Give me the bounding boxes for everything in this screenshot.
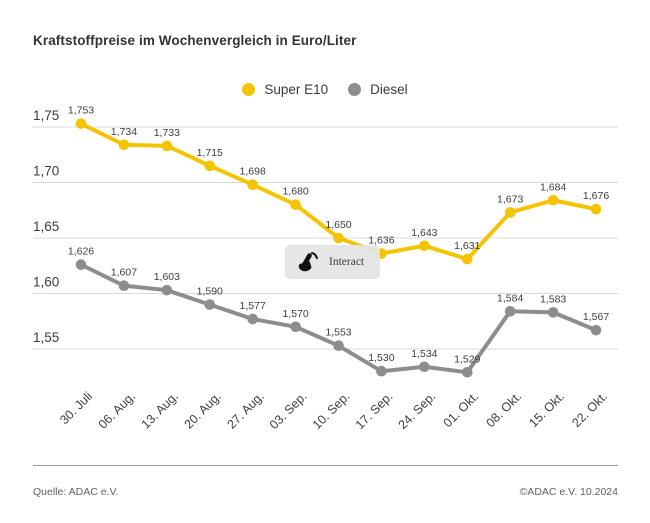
data-point-label: 1,607 bbox=[111, 267, 137, 279]
legend-item-diesel: Diesel bbox=[348, 82, 408, 97]
data-point[interactable] bbox=[504, 305, 516, 317]
data-point-label: 1,583 bbox=[540, 293, 566, 305]
copyright-note: ©ADAC e.V. 10.2024 bbox=[519, 486, 618, 498]
data-point[interactable] bbox=[118, 280, 130, 292]
data-point[interactable] bbox=[590, 324, 602, 336]
data-point[interactable] bbox=[290, 321, 301, 333]
data-point[interactable] bbox=[247, 179, 258, 191]
data-point-label: 1,631 bbox=[454, 240, 480, 252]
data-point-label: 1,577 bbox=[240, 300, 266, 312]
data-point-label: 1,603 bbox=[154, 271, 180, 283]
data-point-label: 1,676 bbox=[583, 190, 609, 202]
diesel-dot-icon bbox=[348, 83, 362, 96]
x-axis-tick-label: 15. Okt. bbox=[526, 389, 567, 430]
data-point-label: 1,673 bbox=[497, 193, 523, 205]
data-point-label: 1,650 bbox=[325, 219, 351, 231]
data-point[interactable] bbox=[290, 199, 301, 210]
data-point-label: 1,534 bbox=[411, 348, 437, 360]
data-point[interactable] bbox=[547, 194, 559, 206]
footer-divider bbox=[33, 465, 618, 466]
source-note: Quelle: ADAC e.V. bbox=[33, 486, 119, 498]
data-point[interactable] bbox=[590, 203, 602, 215]
data-point[interactable] bbox=[461, 367, 473, 378]
x-axis-tick-label: 10. Sep. bbox=[310, 389, 353, 432]
data-point[interactable] bbox=[161, 140, 173, 152]
data-point-label: 1,567 bbox=[583, 311, 609, 323]
data-point[interactable] bbox=[419, 240, 430, 252]
x-axis-tick-label: 17. Sep. bbox=[353, 389, 396, 432]
data-point[interactable] bbox=[118, 139, 130, 151]
data-point-label: 1,698 bbox=[240, 166, 266, 178]
data-point-label: 1,553 bbox=[325, 327, 351, 339]
data-point-label: 1,529 bbox=[454, 353, 480, 365]
data-point[interactable] bbox=[75, 259, 87, 270]
y-axis-tick-label: 1,75 bbox=[33, 108, 59, 123]
data-point-label: 1,753 bbox=[68, 105, 94, 117]
data-point[interactable] bbox=[204, 299, 216, 310]
super-e10-dot-icon bbox=[242, 83, 256, 96]
data-point-label: 1,636 bbox=[368, 235, 394, 247]
interact-button-label: Interact bbox=[329, 256, 365, 268]
y-axis-tick-label: 1,60 bbox=[33, 275, 59, 290]
y-axis-tick-label: 1,70 bbox=[33, 164, 59, 179]
data-point[interactable] bbox=[204, 160, 216, 172]
x-axis-tick-label: 20. Aug. bbox=[182, 389, 224, 431]
data-point-label: 1,626 bbox=[68, 246, 94, 258]
x-axis-tick-label: 01. Okt. bbox=[441, 389, 482, 430]
data-point[interactable] bbox=[333, 340, 344, 351]
x-axis-tick-label: 30. Juli bbox=[57, 389, 95, 427]
x-axis-tick-label: 08. Okt. bbox=[483, 389, 524, 430]
legend-item-super-e10: Super E10 bbox=[242, 82, 328, 97]
data-point-label: 1,584 bbox=[497, 292, 523, 304]
x-axis-tick-label: 22. Okt. bbox=[569, 389, 610, 430]
data-point-label: 1,530 bbox=[368, 352, 394, 364]
data-point-label: 1,734 bbox=[111, 126, 137, 138]
data-point-label: 1,715 bbox=[197, 147, 223, 159]
data-point[interactable] bbox=[247, 313, 258, 325]
legend-label-super-e10: Super E10 bbox=[264, 82, 329, 97]
data-point-label: 1,684 bbox=[540, 181, 566, 193]
data-point[interactable] bbox=[419, 361, 430, 373]
footer: Quelle: ADAC e.V. ©ADAC e.V. 10.2024 bbox=[33, 486, 618, 498]
data-point-label: 1,570 bbox=[282, 308, 308, 320]
data-point-label: 1,680 bbox=[282, 186, 308, 198]
data-point-label: 1,733 bbox=[154, 127, 180, 139]
page-title: Kraftstoffpreise im Wochenvergleich in E… bbox=[33, 33, 357, 48]
x-axis-tick-label: 13. Aug. bbox=[139, 389, 181, 431]
x-axis-tick-label: 06. Aug. bbox=[96, 389, 138, 431]
data-point[interactable] bbox=[161, 284, 173, 296]
x-axis-tick-label: 27. Aug. bbox=[224, 389, 266, 431]
data-point[interactable] bbox=[376, 365, 387, 377]
y-axis-tick-label: 1,65 bbox=[33, 219, 59, 234]
chart-legend: Super E10 Diesel bbox=[0, 82, 650, 97]
x-axis-tick-label: 03. Sep. bbox=[267, 389, 310, 432]
data-point-label: 1,590 bbox=[197, 286, 223, 298]
data-point[interactable] bbox=[547, 307, 559, 318]
legend-label-diesel: Diesel bbox=[370, 82, 408, 97]
data-point[interactable] bbox=[75, 118, 87, 129]
data-point[interactable] bbox=[504, 207, 516, 218]
interact-button[interactable]: Interact bbox=[285, 245, 380, 279]
y-axis-tick-label: 1,55 bbox=[33, 330, 59, 345]
data-point[interactable] bbox=[333, 232, 344, 244]
x-axis-tick-label: 24. Sep. bbox=[396, 389, 439, 432]
data-point[interactable] bbox=[461, 253, 473, 265]
data-point-label: 1,643 bbox=[411, 227, 437, 239]
tap-hand-icon bbox=[298, 252, 319, 272]
